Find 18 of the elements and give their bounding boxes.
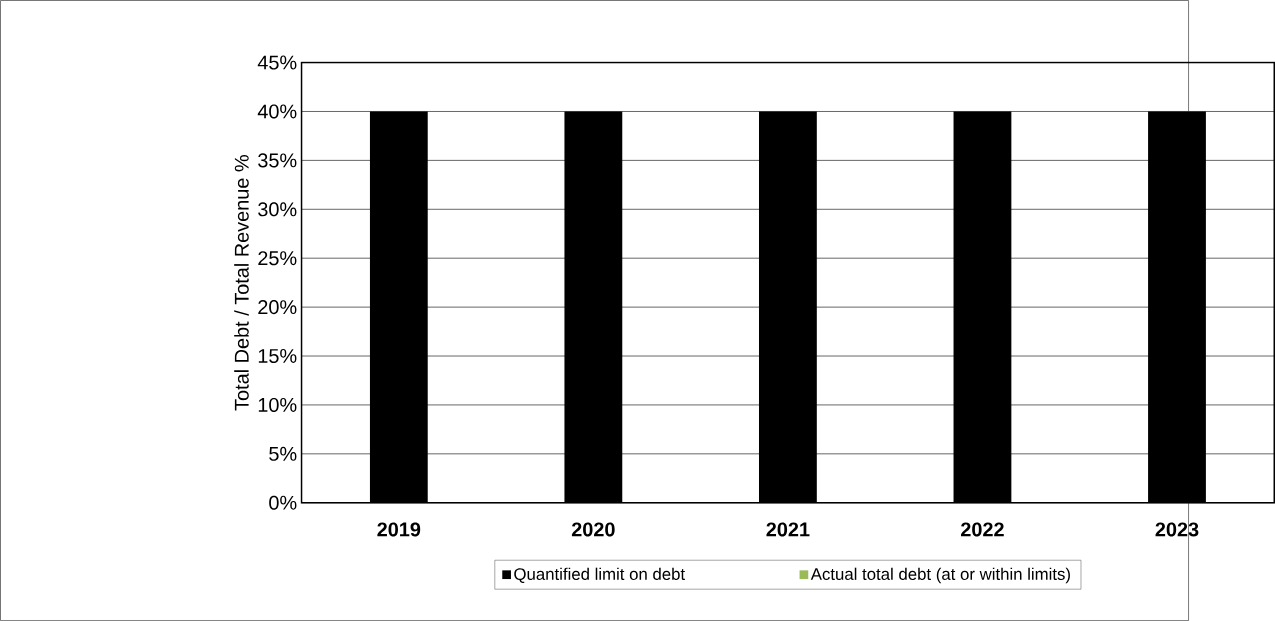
y-tick-label: 45%	[257, 55, 297, 70]
y-tick-label: 25%	[258, 251, 297, 266]
legend-label: Quantified limit on debt	[514, 567, 685, 583]
y-tick-label: 30%	[258, 202, 297, 217]
y-tick-label: 0%	[269, 495, 297, 510]
y-tick-label: 10%	[258, 397, 297, 412]
y-tick-label: 5%	[269, 446, 297, 461]
y-tick-label: 35%	[258, 153, 297, 168]
y-tick-label: 20%	[258, 300, 297, 315]
x-tick-label: 2020	[571, 522, 615, 537]
y-tick-label: 40%	[257, 104, 297, 119]
x-tick-label: 2019	[377, 522, 421, 537]
y-tick-label: 15%	[258, 348, 297, 363]
x-tick-label: 2022	[961, 522, 1004, 537]
y-axis-title: Total Debt / Total Revenue %	[234, 155, 249, 411]
legend-label: Actual total debt (at or within limits)	[810, 567, 1070, 584]
x-tick-label: 2021	[766, 522, 810, 537]
x-tick-label: 2023	[1155, 522, 1199, 537]
